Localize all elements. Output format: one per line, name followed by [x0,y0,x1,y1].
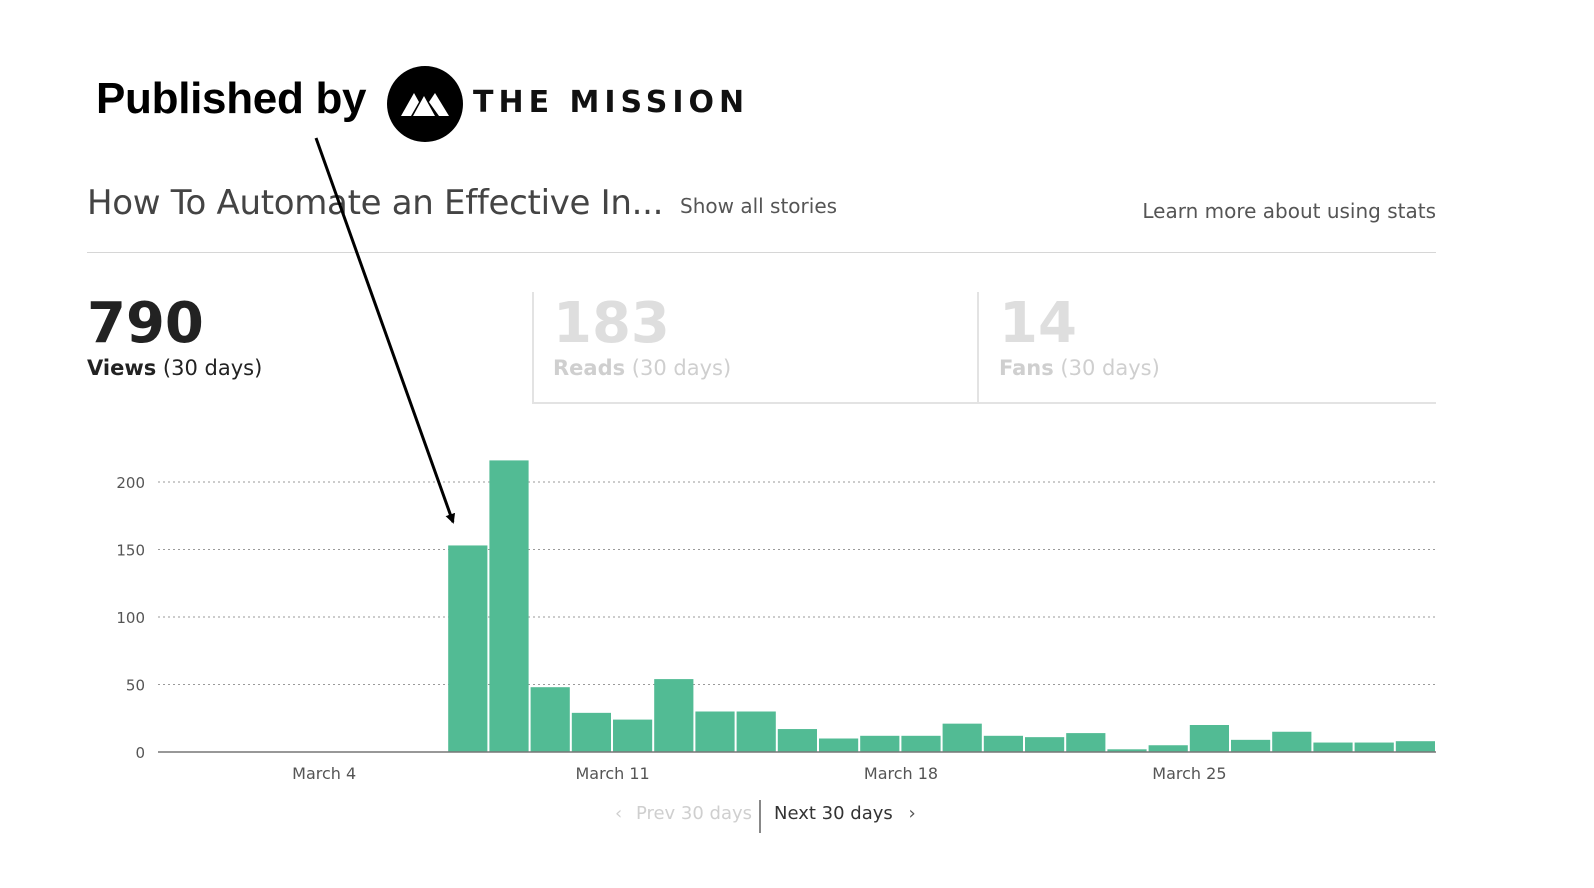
annotation-arrow [314,137,456,524]
pager-divider [759,800,761,833]
fans-count: 14 [999,291,1077,356]
x-tick-label: March 18 [864,764,938,783]
bar-mar-6 [448,545,488,752]
bar-mar-21 [1066,733,1106,752]
bar-mar-12 [695,711,735,752]
bar-mar-13 [736,711,776,752]
bar-mar-11 [654,679,694,752]
bar-mar-29 [1395,741,1435,752]
bar-mar-20 [1025,737,1065,752]
fans-label-bold: Fans [999,356,1054,380]
bar-mar-23 [1148,745,1188,752]
bar-mar-22 [1107,749,1147,752]
fans-label-period: (30 days) [1053,356,1160,380]
y-tick-label: 50 [126,677,145,695]
reads-count: 183 [553,291,670,356]
bar-mar-15 [819,738,859,752]
reads-tab-box[interactable] [532,292,978,404]
chevron-left-icon: ‹ [615,803,623,824]
bar-mar-10 [613,719,653,752]
views-label-bold: Views [87,356,157,380]
bar-mar-7 [489,460,529,752]
header-divider [87,252,1436,253]
fans-stat-tab[interactable]: 14 Fans (30 days) [999,291,1160,381]
fans-tab-box[interactable] [977,292,1436,404]
bar-mar-27 [1313,742,1353,752]
y-tick-label: 100 [116,609,145,627]
next-30-days-label: Next 30 days [774,803,893,824]
show-all-stories-link[interactable]: Show all stories [680,194,838,218]
reads-stat-tab[interactable]: 183 Reads (30 days) [553,291,731,381]
publication-name: THE MISSION [473,85,750,120]
views-label-period: (30 days) [156,356,263,380]
bar-mar-8 [530,687,570,752]
y-tick-label: 200 [116,474,145,492]
reads-label-period: (30 days) [625,356,732,380]
published-by-label: Published by [96,74,367,123]
bar-mar-16 [860,735,900,752]
views-count: 790 [87,291,204,356]
chevron-right-icon: › [908,803,916,824]
x-tick-label: March 25 [1152,764,1226,783]
x-tick-label: March 4 [292,764,356,783]
learn-more-stats-link[interactable]: Learn more about using stats [1142,199,1436,223]
y-tick-label: 150 [116,542,145,560]
y-tick-label: 0 [135,744,145,762]
prev-30-days-label: Prev 30 days [635,803,753,824]
bar-mar-19 [983,735,1023,752]
the-mission-logo-icon [387,66,463,142]
views-stat-tab[interactable]: 790 Views (30 days) [87,291,262,381]
bar-mar-24 [1189,725,1229,752]
bar-mar-9 [571,712,611,752]
x-tick-label: March 11 [575,764,649,783]
bar-mar-17 [901,735,941,752]
bar-mar-25 [1231,739,1271,752]
views-label: Views (30 days) [87,356,262,380]
fans-label: Fans (30 days) [999,356,1160,380]
story-title: How To Automate an Effective In... [87,183,664,223]
prev-30-days-button[interactable]: ‹ Prev 30 days [615,803,752,824]
bar-mar-14 [777,729,817,752]
bar-mar-26 [1272,731,1312,752]
reads-label-bold: Reads [553,356,626,380]
bar-mar-28 [1354,742,1394,752]
reads-label: Reads (30 days) [553,356,731,380]
next-30-days-button[interactable]: Next 30 days › [774,803,916,824]
bar-mar-18 [942,723,982,752]
